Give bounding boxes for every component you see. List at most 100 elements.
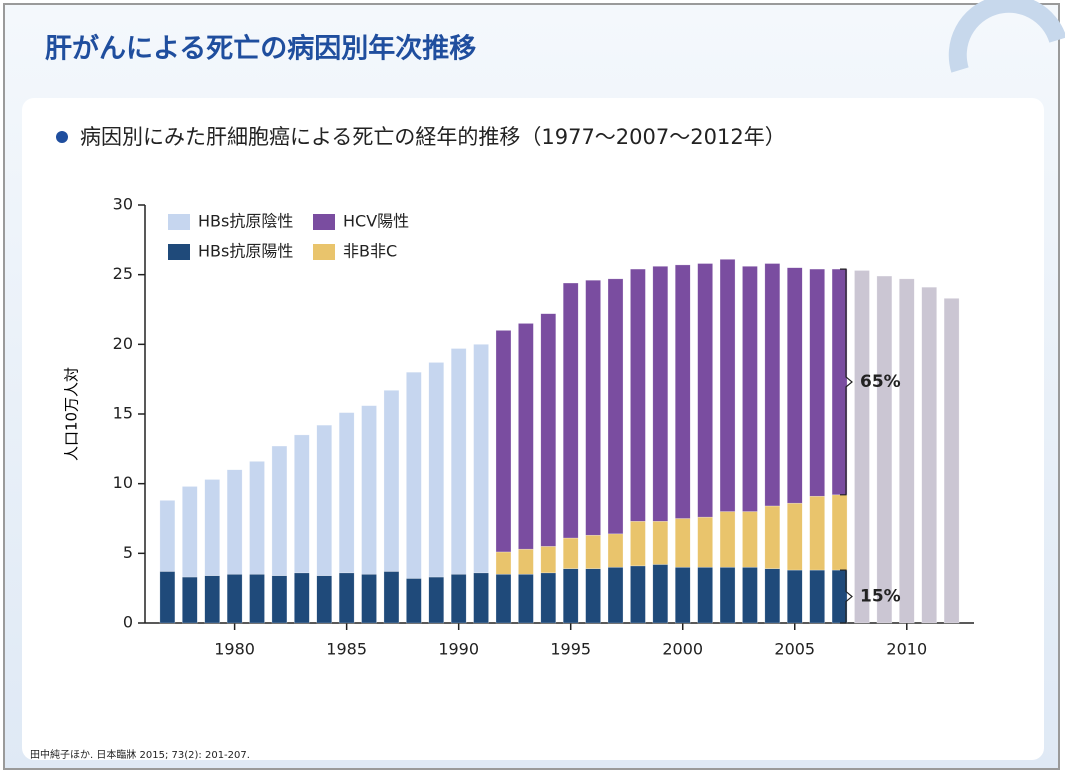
bar-segment bbox=[249, 461, 265, 575]
bar-segment bbox=[226, 573, 243, 624]
bar-segment bbox=[876, 275, 893, 624]
bar-segment bbox=[742, 567, 758, 624]
x-tick-label: 1980 bbox=[214, 640, 255, 659]
bar-segment bbox=[809, 268, 825, 497]
legend-swatch bbox=[168, 214, 190, 230]
y-tick-label: 25 bbox=[113, 264, 133, 283]
y-tick-label: 5 bbox=[123, 543, 133, 562]
bar-segment bbox=[787, 267, 803, 504]
bar-segment bbox=[831, 268, 848, 496]
bar-segment bbox=[854, 270, 870, 624]
bar-segment bbox=[473, 572, 489, 624]
bar-segment bbox=[585, 534, 601, 569]
bar-segment bbox=[562, 568, 579, 624]
legend-label: HBs抗原陽性 bbox=[198, 242, 293, 261]
bar-segment bbox=[182, 576, 198, 624]
bar-segment bbox=[294, 434, 310, 574]
bar-segment bbox=[787, 569, 803, 624]
bar-segment bbox=[450, 573, 467, 624]
bar-segment bbox=[159, 571, 176, 624]
bar-segment bbox=[562, 282, 579, 539]
bar-segment bbox=[607, 278, 624, 535]
brace bbox=[840, 268, 853, 496]
bar-segment bbox=[697, 263, 713, 518]
bar-segment bbox=[338, 412, 355, 574]
bar-segment bbox=[495, 330, 512, 553]
bar-segment bbox=[540, 572, 557, 624]
bar-segment bbox=[697, 567, 713, 624]
bar-segment bbox=[361, 573, 377, 624]
decor-arc bbox=[948, 0, 1065, 73]
bar-segment bbox=[943, 298, 960, 624]
bar-segment bbox=[361, 405, 377, 575]
bar-segment bbox=[495, 573, 512, 624]
bar-segment bbox=[585, 279, 601, 536]
bar-segment bbox=[159, 500, 176, 572]
x-tick-label: 1985 bbox=[326, 640, 367, 659]
annotation: 65% bbox=[860, 372, 901, 392]
bar-segment bbox=[585, 568, 601, 624]
bar-segment bbox=[562, 537, 579, 569]
bar-segment bbox=[540, 313, 557, 547]
bar-segment bbox=[630, 268, 646, 522]
y-tick-label: 0 bbox=[123, 613, 133, 632]
x-tick-label: 2010 bbox=[886, 640, 927, 659]
bar-segment bbox=[652, 521, 669, 565]
x-tick-label: 1990 bbox=[438, 640, 479, 659]
bar-segment bbox=[742, 511, 758, 568]
bar-segment bbox=[204, 479, 220, 576]
y-axis-label: 人口10万人対 bbox=[63, 367, 81, 461]
bar-segment bbox=[182, 486, 198, 578]
bar-segment bbox=[316, 424, 332, 576]
bar-segment bbox=[674, 518, 691, 568]
legend-label: HCV陽性 bbox=[343, 212, 409, 231]
bar-segment bbox=[742, 266, 758, 512]
bar-segment bbox=[921, 286, 937, 624]
bar-segment bbox=[271, 445, 288, 576]
x-tick-label: 1995 bbox=[550, 640, 591, 659]
bullet bbox=[56, 131, 68, 143]
bar-segment bbox=[249, 573, 265, 624]
chart: 人口10万人対 0 5 10 15 20 25 30 1980 1985 1990 1995 2000 2… bbox=[63, 195, 974, 659]
x-tick-label: 2005 bbox=[774, 640, 815, 659]
bar-segment bbox=[540, 546, 557, 574]
bar-segment bbox=[406, 578, 422, 624]
legend-label: HBs抗原陰性 bbox=[198, 212, 293, 231]
y-tick-label: 10 bbox=[113, 473, 133, 492]
bar-segment bbox=[764, 263, 781, 507]
bar-segment bbox=[697, 516, 713, 568]
bar-segment bbox=[652, 564, 669, 624]
bar-segment bbox=[607, 533, 624, 568]
legend-swatch bbox=[168, 244, 190, 260]
bar-segment bbox=[630, 565, 646, 624]
bar-segment bbox=[338, 572, 355, 624]
bar-segment bbox=[831, 569, 848, 624]
bar-segment bbox=[787, 502, 803, 571]
bar-segment bbox=[764, 568, 781, 624]
bar-segment bbox=[831, 494, 848, 571]
slide-title: 肝がんによる死亡の病因別年次推移 bbox=[45, 33, 476, 65]
bar-segment bbox=[764, 505, 781, 569]
bar-segment bbox=[383, 571, 400, 624]
y-tick-label: 30 bbox=[113, 195, 133, 214]
bar-segment bbox=[383, 390, 400, 572]
bar-segment bbox=[809, 495, 825, 571]
bar-segment bbox=[674, 567, 691, 624]
bar-segment bbox=[495, 551, 512, 575]
bar-segment bbox=[630, 521, 646, 567]
bar-segment bbox=[674, 264, 691, 519]
bar-segment bbox=[652, 266, 669, 522]
bar-segment bbox=[473, 344, 489, 574]
legend-label: 非B非C bbox=[343, 242, 397, 261]
x-tick-label: 2000 bbox=[662, 640, 703, 659]
bar-segment bbox=[899, 278, 915, 624]
bar-segment bbox=[316, 575, 332, 624]
bar-segment bbox=[294, 572, 310, 624]
bar-segment bbox=[809, 569, 825, 624]
bar-segment bbox=[719, 511, 736, 568]
source: 田中純子ほか. 日本臨牀 2015; 73(2): 201-207. bbox=[30, 748, 250, 761]
bar-segment bbox=[518, 573, 534, 624]
bar-segment bbox=[428, 362, 445, 578]
